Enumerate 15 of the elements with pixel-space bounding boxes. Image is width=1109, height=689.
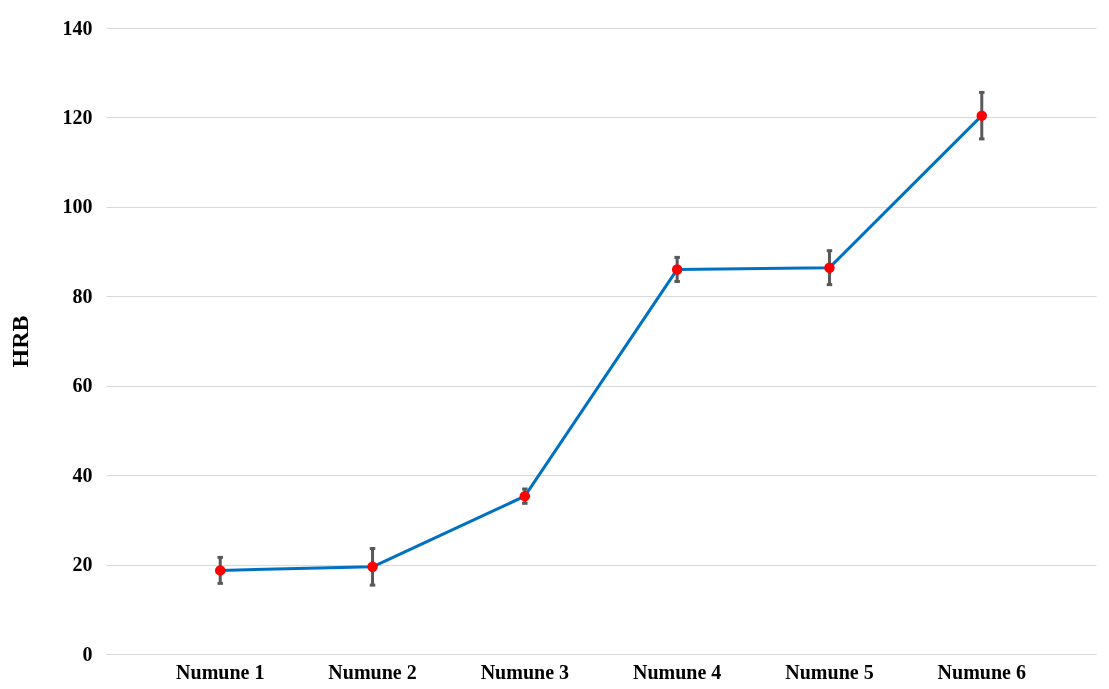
x-tick-label: Numune 2 (328, 660, 417, 683)
y-tick-label: 120 (62, 105, 93, 128)
y-axis-title: HRB (6, 315, 33, 368)
y-tick-label: 100 (62, 195, 93, 218)
x-tick-label: Numune 6 (937, 660, 1026, 683)
y-tick-label: 60 (72, 374, 93, 397)
x-tick-label: Numune 1 (176, 660, 265, 683)
x-tick-label: Numune 3 (480, 660, 570, 683)
y-tick-label: 80 (72, 284, 93, 307)
y-tick-label: 0 (82, 642, 93, 665)
y-tick-label: 40 (72, 463, 93, 486)
y-tick-label: 140 (62, 16, 93, 39)
x-tick-label: Numune 5 (785, 660, 874, 683)
y-tick-label: 20 (72, 553, 93, 576)
x-tick-label: Numune 4 (632, 660, 722, 683)
